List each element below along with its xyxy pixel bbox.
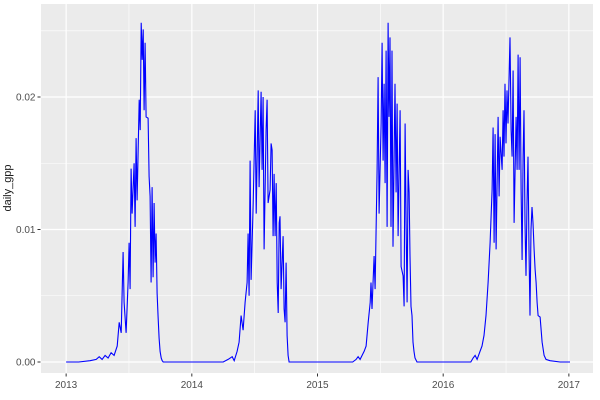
x-tick-label: 2015 (306, 380, 329, 391)
axis-tick-marks (37, 96, 570, 377)
x-tick-label: 2013 (55, 380, 78, 391)
x-tick-label: 2017 (558, 380, 581, 391)
x-tick-label: 2014 (181, 380, 204, 391)
y-axis-title: daily_gpp (2, 164, 14, 211)
y-tick-label: 0.01 (16, 225, 36, 236)
x-tick-label: 2016 (432, 380, 455, 391)
y-axis-tick-labels: 0.00 0.01 0.02 (16, 93, 36, 369)
daily-gpp-line-series (66, 22, 570, 363)
x-axis-tick-labels: 2013 2014 2015 2016 2017 (55, 380, 580, 391)
y-tick-label: 0.00 (16, 358, 36, 369)
grid-major-lines (41, 4, 593, 373)
y-tick-label: 0.02 (16, 93, 36, 104)
